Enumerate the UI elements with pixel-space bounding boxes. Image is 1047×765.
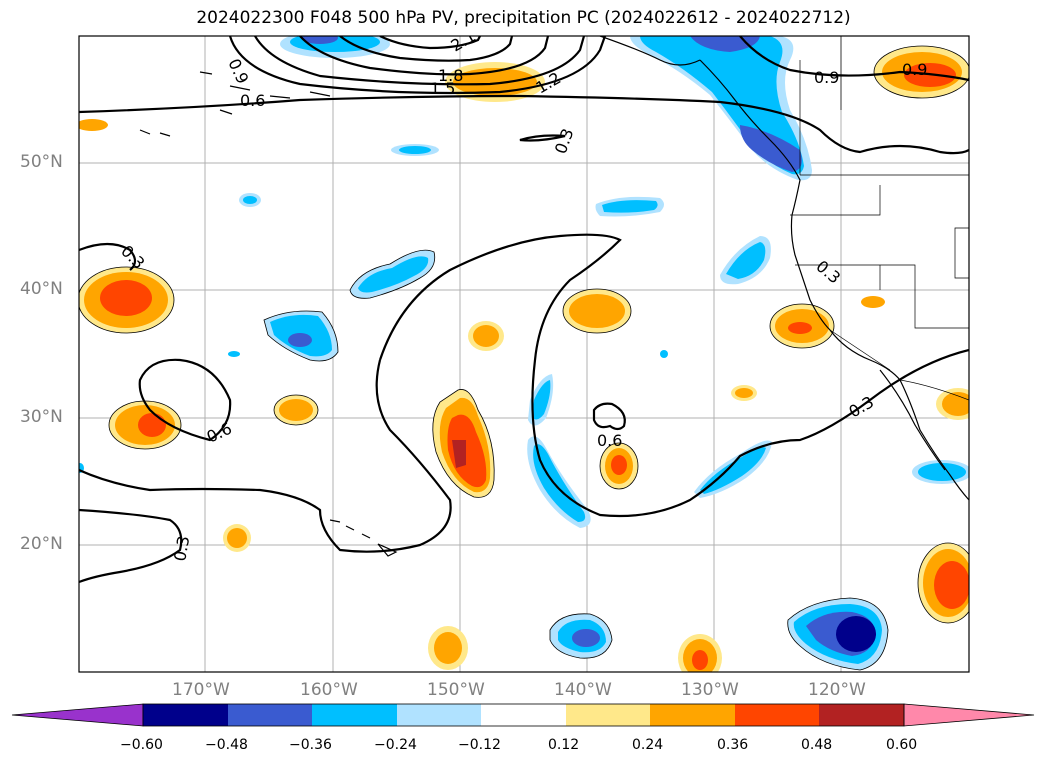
page-title: 2024022300 F048 500 hPa PV, precipitatio…	[196, 8, 851, 28]
colorbar-segment	[566, 704, 650, 726]
negative-anomaly-fields	[79, 36, 969, 670]
contour-label: 0.3	[170, 534, 193, 562]
colorbar-max-extend	[903, 703, 1035, 727]
lon-label: 160°W	[300, 680, 358, 700]
pv-contours	[79, 36, 969, 584]
lon-label: 170°W	[172, 680, 230, 700]
colorbar-segment	[143, 704, 228, 726]
map-frame	[78, 35, 970, 673]
field-outlines	[79, 45, 969, 671]
positive-anomaly-fields	[79, 46, 969, 672]
colorbar-tick-label: −0.60	[120, 737, 163, 753]
colorbar-segment	[481, 704, 566, 726]
lat-label: 40°N	[20, 279, 63, 299]
colorbar-segment	[312, 704, 397, 726]
contour-label: 1.5	[430, 79, 455, 98]
colorbar-segment	[650, 704, 735, 726]
lon-label: 140°W	[554, 680, 612, 700]
colorbar-tick-label: 0.36	[717, 737, 749, 753]
gridlines	[79, 36, 969, 672]
colorbar-tick-label: 0.24	[632, 737, 664, 753]
colorbar-tick-label: −0.48	[205, 737, 248, 753]
contour-label: 1.8	[438, 66, 463, 85]
colorbar-tick-label: 0.60	[886, 737, 918, 753]
colorbar-segment	[397, 704, 481, 726]
colorbar-tick-label: 0.12	[548, 737, 580, 753]
colorbar-tick-label: −0.24	[374, 737, 417, 753]
lat-label: 50°N	[20, 152, 63, 172]
contour-label: 0.9	[902, 60, 927, 79]
political-borders	[790, 36, 969, 401]
lat-label: 20°N	[20, 534, 63, 554]
colorbar-segment	[735, 704, 819, 726]
colorbar-segment	[819, 704, 904, 726]
colorbar-tick-label: −0.36	[289, 737, 332, 753]
lon-label: 150°W	[427, 680, 485, 700]
contour-label: 0.6	[597, 431, 622, 450]
colorbar-tick-label: −0.12	[458, 737, 501, 753]
colorbar	[11, 703, 1035, 727]
colorbar-min-extend	[11, 703, 144, 727]
colorbar-segment	[228, 704, 312, 726]
colorbar-tick-label: 0.48	[801, 737, 833, 753]
contour-label: 0.6	[240, 91, 265, 110]
lon-label: 120°W	[808, 680, 866, 700]
contour-label: 0.9	[814, 68, 839, 87]
lon-label: 130°W	[681, 680, 739, 700]
lat-label: 30°N	[20, 407, 63, 427]
map-plot-area	[79, 36, 969, 672]
